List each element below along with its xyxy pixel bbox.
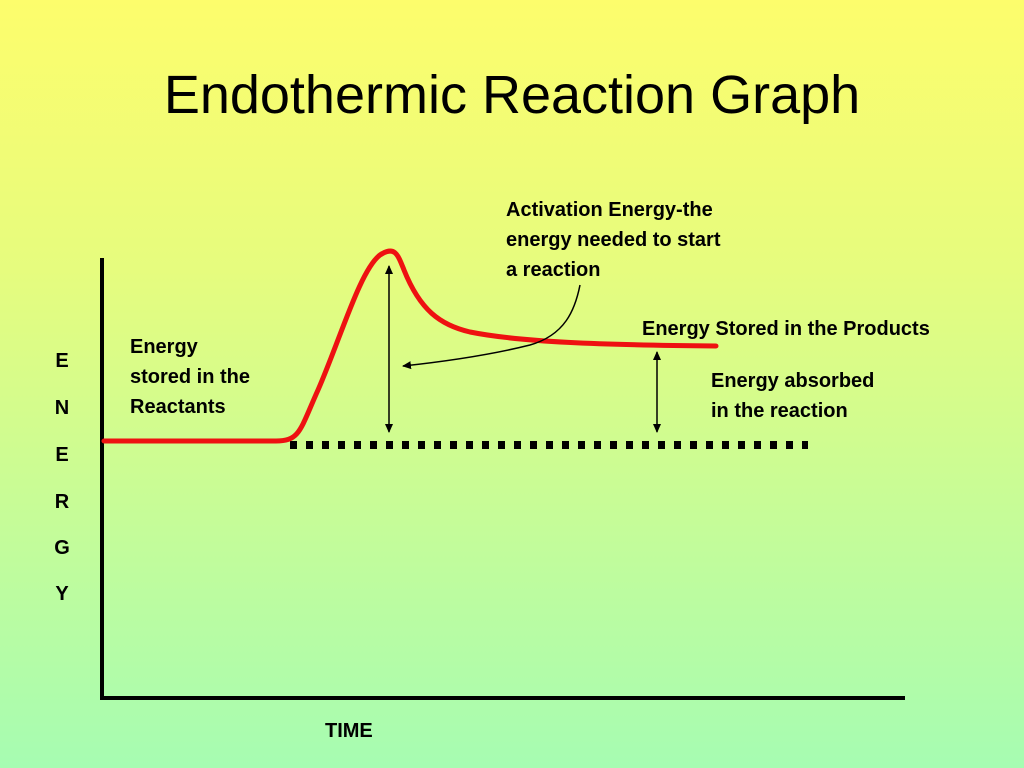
reactants-label-line-2: stored in the (130, 366, 251, 388)
reactants-label: Energy stored in the Reactants (130, 332, 250, 422)
reactants-label-line-3: Reactants (130, 396, 226, 418)
y-axis-letter-2: N (54, 397, 70, 419)
slide-title: Endothermic Reaction Graph (163, 65, 861, 125)
y-axis-letter-3: E (55, 444, 69, 466)
y-axis-letter-5: G (54, 537, 70, 559)
x-axis-label: TIME (325, 720, 373, 742)
y-axis-letter-1: E (55, 350, 69, 372)
activation-label-line-3: a reaction (506, 259, 601, 281)
y-axis-letter-6: Y (55, 583, 69, 605)
energy-absorbed-label: Energy absorbed in the reaction (711, 366, 874, 426)
absorbed-label-line-1: Energy absorbed (711, 370, 875, 392)
activation-label-line-2: energy needed to start (506, 229, 721, 251)
y-axis-letter-4: R (54, 491, 70, 513)
absorbed-label-line-2: in the reaction (711, 400, 848, 422)
reactants-label-line-1: Energy (130, 336, 198, 358)
activation-leader-arrow (402, 284, 581, 370)
activation-label-line-1: Activation Energy-the (506, 199, 713, 221)
reaction-curve (101, 248, 719, 444)
products-energy-label: Energy Stored in the Products (642, 318, 930, 340)
activation-energy-label: Activation Energy-the energy needed to s… (506, 195, 721, 285)
